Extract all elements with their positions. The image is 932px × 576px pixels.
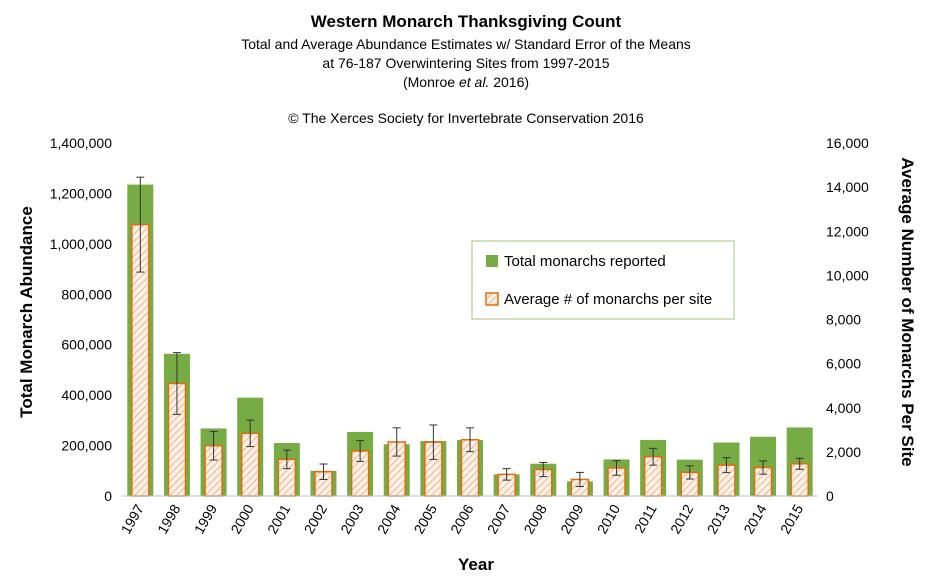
legend-swatch-total — [486, 255, 498, 267]
legend-swatch-average — [485, 292, 499, 306]
y-left-tick-label: 800,000 — [61, 286, 112, 302]
x-tick-label-1997: 1997 — [117, 501, 147, 536]
y-right-tick-label: 16,000 — [826, 135, 869, 151]
x-tick-label-2013: 2013 — [704, 501, 734, 536]
y-right-tick-label: 0 — [826, 488, 834, 504]
chart-header: Western Monarch Thanksgiving Count Total… — [241, 12, 691, 126]
legend-box — [471, 240, 735, 320]
chart-title: Western Monarch Thanksgiving Count — [311, 12, 622, 31]
x-tick-label-2012: 2012 — [667, 501, 697, 536]
y-left-tick-label: 600,000 — [61, 337, 112, 353]
x-tick-label-2006: 2006 — [447, 501, 477, 536]
y-axis-right-label: Average Number of Monarchs Per Site — [898, 157, 917, 466]
legend: Total monarchs reported Average # of mon… — [471, 240, 735, 320]
y-right-tick-label: 10,000 — [826, 267, 869, 283]
chart-copyright: © The Xerces Society for Invertebrate Co… — [288, 110, 644, 126]
y-left-tick-label: 1,000,000 — [50, 236, 112, 252]
x-tick-label-2010: 2010 — [594, 501, 624, 536]
y-left-tick-label: 400,000 — [61, 387, 112, 403]
y-right-tick-label: 14,000 — [826, 179, 869, 195]
x-tick-label-2011: 2011 — [631, 501, 660, 535]
x-tick-label-2002: 2002 — [301, 501, 331, 536]
y-right-tick-label: 4,000 — [826, 400, 861, 416]
chart-subtitle-line-1: Total and Average Abundance Estimates w/… — [241, 36, 691, 52]
y-right-tick-label: 2,000 — [826, 444, 861, 460]
y-left-tick-label: 1,400,000 — [50, 135, 112, 151]
x-tick-label-2001: 2001 — [264, 501, 294, 536]
legend-label-total: Total monarchs reported — [504, 253, 666, 270]
y-right-tick-label: 8,000 — [826, 312, 861, 328]
x-tick-label-2005: 2005 — [411, 501, 441, 536]
citation-suffix: 2016) — [489, 74, 529, 90]
citation-prefix: (Monroe — [403, 74, 459, 90]
plot-area — [127, 176, 813, 497]
chart-subtitle-line-2: at 76-187 Overwintering Sites from 1997-… — [322, 55, 609, 71]
x-tick-label-2000: 2000 — [227, 501, 257, 536]
x-axis-label: Year — [458, 555, 494, 574]
x-tick-label-2003: 2003 — [337, 501, 367, 536]
x-tick-label-2007: 2007 — [484, 501, 514, 536]
y-axis-left-label: Total Monarch Abundance — [17, 206, 36, 418]
x-tick-label-2004: 2004 — [374, 501, 404, 536]
legend-label-average: Average # of monarchs per site — [504, 291, 712, 308]
citation-italic: et al. — [459, 74, 489, 90]
x-tick-label-1999: 1999 — [191, 501, 221, 536]
y-left-tick-label: 1,200,000 — [50, 185, 112, 201]
x-tick-label-2014: 2014 — [740, 501, 770, 536]
x-tick-label-2009: 2009 — [557, 501, 587, 536]
x-tick-label-2015: 2015 — [777, 501, 807, 536]
x-tick-label-1998: 1998 — [154, 501, 184, 536]
y-left-tick-label: 0 — [104, 488, 112, 504]
chart-citation: (Monroe et al. 2016) — [403, 74, 529, 90]
y-right-tick-label: 12,000 — [826, 223, 869, 239]
x-tick-label-2008: 2008 — [520, 501, 550, 536]
y-left-tick-label: 200,000 — [61, 438, 112, 454]
y-right-tick-label: 6,000 — [826, 356, 861, 372]
